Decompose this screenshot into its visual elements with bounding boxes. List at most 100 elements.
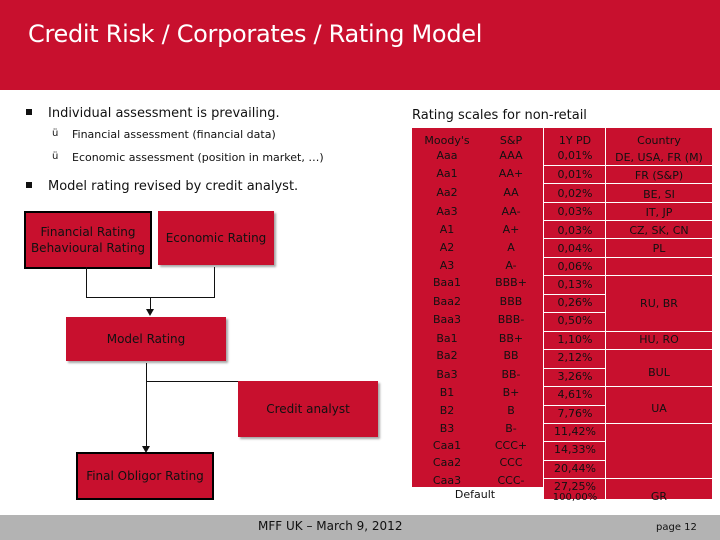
sp-cell: B: [507, 404, 515, 417]
sp-cell: BB-: [501, 368, 521, 381]
row-separator: [605, 349, 712, 350]
row-separator: [605, 478, 712, 479]
behavioural-rating-label: Behavioural Rating: [30, 241, 146, 255]
moodys-cell: Ba1: [436, 332, 458, 345]
default-label: Default: [454, 488, 496, 501]
moodys-cell: Aa2: [436, 186, 458, 199]
country-cell: GR: [650, 490, 668, 503]
sp-cell: AA+: [498, 167, 524, 180]
credit-analyst-box: Credit analyst: [238, 381, 378, 437]
country-cell: CZ, SK, CN: [629, 224, 689, 237]
page-number: page 12: [656, 522, 697, 533]
pd-cell: 11,42%: [554, 425, 596, 438]
row-separator: [543, 423, 605, 424]
row-separator: [543, 349, 605, 350]
sub-item-text: Financial assessment (financial data): [72, 128, 276, 141]
row-separator: [543, 238, 605, 239]
connector: [86, 267, 87, 297]
row-separator: [605, 183, 712, 184]
checkmark-icon: ü: [52, 151, 59, 162]
pd-cell: 3,26%: [557, 370, 593, 383]
country-cell: PL: [652, 242, 666, 255]
row-separator: [605, 423, 712, 424]
credit-analyst-label: Credit analyst: [266, 401, 350, 416]
pd-cell: 0,26%: [557, 296, 593, 309]
column-separator: [543, 128, 544, 499]
bullet-item-2: Model rating revised by credit analyst.: [26, 179, 299, 194]
row-separator: [543, 478, 605, 479]
row-separator: [543, 386, 605, 387]
connector: [214, 267, 215, 297]
row-separator: [543, 275, 605, 276]
row-separator: [543, 220, 605, 221]
row-separator: [543, 460, 605, 461]
pd-cell: 20,44%: [554, 462, 596, 475]
sub-item-2: ü Economic assessment (position in marke…: [52, 151, 324, 164]
pd-cell: 7,76%: [557, 407, 593, 420]
sp-cell: AAA: [499, 149, 523, 162]
sp-cell: CCC+: [494, 439, 528, 452]
bullet-text: Model rating revised by credit analyst.: [48, 179, 299, 194]
header-country: Country: [637, 134, 681, 147]
sp-cell: A+: [502, 223, 520, 236]
row-separator: [543, 202, 605, 203]
row-separator: [543, 441, 605, 442]
pd-cell: 0,02%: [557, 187, 593, 200]
moodys-cell: Ba3: [436, 368, 458, 381]
moodys-cell: B1: [439, 386, 455, 399]
moodys-cell: Aa1: [436, 167, 458, 180]
pd-cell: 4,61%: [557, 388, 593, 401]
pd-cell: 2,12%: [557, 351, 593, 364]
moodys-cell: B3: [439, 422, 455, 435]
moodys-cell: A1: [439, 223, 455, 236]
header-sp: S&P: [499, 134, 523, 147]
row-separator: [605, 331, 712, 332]
header-pd: 1Y PD: [558, 134, 592, 147]
sp-cell: BBB: [499, 295, 523, 308]
sp-cell: A-: [505, 259, 517, 272]
sp-cell: BBB-: [497, 313, 525, 326]
pd-cell: 0,50%: [557, 314, 593, 327]
economic-rating-box: Economic Rating: [158, 211, 274, 265]
row-separator: [543, 405, 605, 406]
bullet-item-1: Individual assessment is prevailing.: [26, 106, 280, 121]
financial-rating-label: Financial Rating: [40, 224, 136, 239]
row-separator: [543, 331, 605, 332]
row-separator: [605, 257, 712, 258]
final-obligor-rating-label: Final Obligor Rating: [86, 468, 204, 483]
moodys-cell: Baa3: [432, 313, 462, 326]
country-cell: DE, USA, FR (M): [615, 151, 703, 164]
moodys-cell: Baa2: [432, 295, 462, 308]
square-bullet-icon: [26, 182, 32, 188]
title-bar: Credit Risk / Corporates / Rating Model: [0, 0, 720, 90]
sub-item-1: ü Financial assessment (financial data): [52, 128, 276, 141]
model-rating-box: Model Rating: [66, 317, 226, 361]
table-red-area: [412, 128, 712, 487]
checkmark-icon: ü: [52, 128, 59, 139]
pd-cell: 27,25%: [554, 480, 596, 493]
sp-cell: BB+: [498, 332, 524, 345]
moodys-cell: B2: [439, 404, 455, 417]
country-cell: BE, SI: [643, 188, 675, 201]
pd-cell: 14,33%: [554, 443, 596, 456]
connector: [146, 381, 238, 382]
arrow-down-icon: [142, 446, 150, 453]
pd-cell: 0,06%: [557, 260, 593, 273]
header-moodys: Moody's: [424, 134, 470, 147]
row-separator: [543, 368, 605, 369]
sp-cell: CCC-: [497, 474, 525, 487]
row-separator: [605, 386, 712, 387]
row-separator: [543, 257, 605, 258]
sp-cell: B-: [505, 422, 517, 435]
moodys-cell: Aaa: [436, 149, 458, 162]
moodys-cell: Caa3: [432, 474, 462, 487]
country-cell: BUL: [648, 366, 670, 379]
connector: [146, 363, 147, 449]
model-rating-label: Model Rating: [106, 331, 186, 346]
bullet-text: Individual assessment is prevailing.: [48, 106, 280, 121]
row-separator: [605, 275, 712, 276]
sp-cell: B+: [502, 386, 520, 399]
pd-cell: 1,10%: [557, 333, 593, 346]
pd-cell: 0,03%: [557, 205, 593, 218]
moodys-cell: Caa2: [432, 456, 462, 469]
